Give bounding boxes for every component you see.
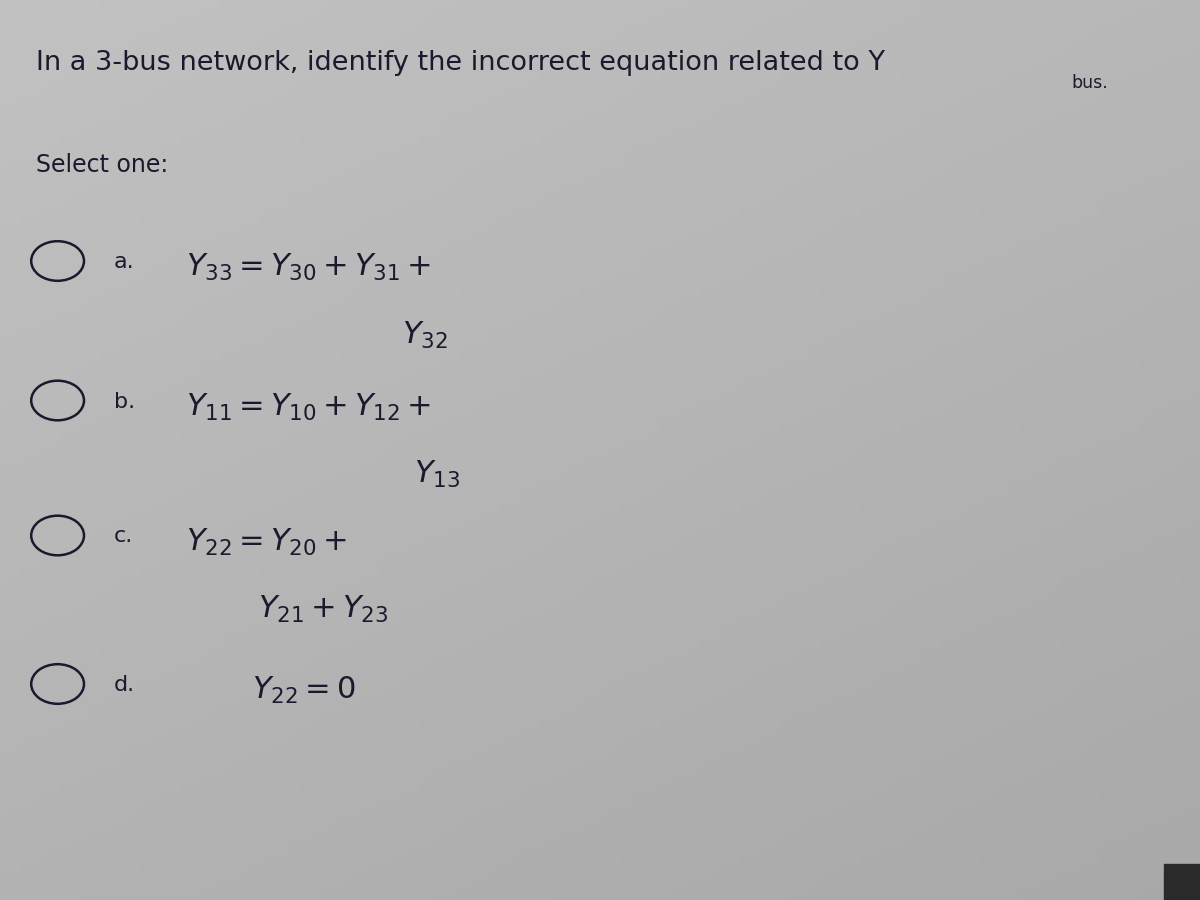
Text: $\mathbf{\mathit{Y_{22} = Y_{20} +}}$: $\mathbf{\mathit{Y_{22} = Y_{20} +}}$ [186, 526, 347, 558]
Text: Select one:: Select one: [36, 153, 168, 177]
Text: bus.: bus. [1072, 74, 1109, 92]
Text: $\mathbf{\mathit{Y_{21} + Y_{23}}}$: $\mathbf{\mathit{Y_{21} + Y_{23}}}$ [258, 594, 389, 625]
Text: d.: d. [114, 675, 136, 695]
Text: b.: b. [114, 392, 136, 411]
Text: In a 3-bus network, identify the incorrect equation related to Y: In a 3-bus network, identify the incorre… [36, 50, 886, 76]
Text: $\mathbf{\mathit{Y_{22} = 0}}$: $\mathbf{\mathit{Y_{22} = 0}}$ [252, 675, 355, 706]
Text: a.: a. [114, 252, 134, 272]
Text: $\mathbf{\mathit{Y_{13}}}$: $\mathbf{\mathit{Y_{13}}}$ [414, 459, 460, 490]
Text: $\mathbf{\mathit{Y_{33} = Y_{30} + Y_{31} +}}$: $\mathbf{\mathit{Y_{33} = Y_{30} + Y_{31… [186, 252, 431, 284]
Text: $\mathbf{\mathit{Y_{11} = Y_{10} + Y_{12} +}}$: $\mathbf{\mathit{Y_{11} = Y_{10} + Y_{12… [186, 392, 431, 423]
Text: $\mathbf{\mathit{Y_{32}}}$: $\mathbf{\mathit{Y_{32}}}$ [402, 320, 448, 351]
Text: c.: c. [114, 526, 133, 546]
Bar [1164, 864, 1200, 900]
